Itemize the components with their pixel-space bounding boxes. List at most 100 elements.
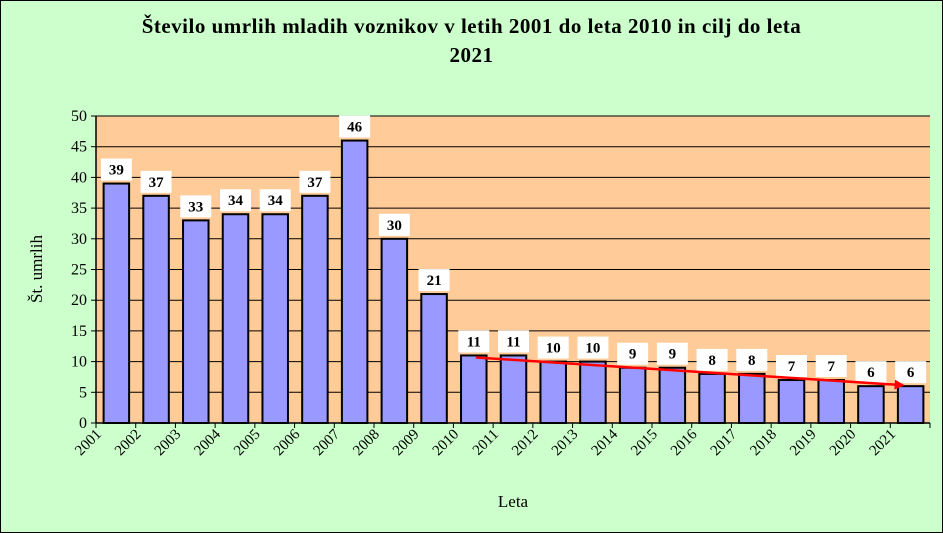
y-tick-label-35: 35 bbox=[71, 200, 87, 217]
x-axis-title: Leta bbox=[498, 492, 529, 511]
x-tick-label-2017: 2017 bbox=[708, 426, 741, 459]
bar-2009 bbox=[420, 293, 448, 424]
data-label-2019: 7 bbox=[827, 359, 835, 375]
bar-2019 bbox=[817, 379, 845, 424]
data-label-box-2016 bbox=[696, 348, 728, 371]
x-tick-label-2006: 2006 bbox=[271, 426, 304, 459]
trend-arrowhead bbox=[894, 379, 905, 390]
data-label-box-2019 bbox=[815, 355, 847, 378]
x-tick-label-2009: 2009 bbox=[390, 427, 423, 460]
chart-title-line2: 2021 bbox=[449, 43, 494, 67]
data-label-box-2017 bbox=[736, 348, 768, 371]
bar-2003 bbox=[182, 219, 210, 424]
data-label-2014: 9 bbox=[629, 347, 637, 363]
data-label-2008: 30 bbox=[387, 218, 402, 234]
x-tick-label-2004: 2004 bbox=[191, 426, 224, 459]
x-tick-label-2005: 2005 bbox=[231, 427, 264, 460]
data-label-2013: 10 bbox=[585, 341, 600, 357]
bar-2016 bbox=[698, 372, 726, 425]
data-label-box-2013 bbox=[577, 336, 609, 359]
x-tick-label-2021: 2021 bbox=[867, 427, 900, 460]
data-label-2005: 34 bbox=[268, 193, 284, 209]
data-label-2002: 37 bbox=[149, 175, 165, 191]
bar-2012 bbox=[539, 360, 567, 425]
y-tick-label-5: 5 bbox=[79, 384, 87, 401]
data-label-box-2005 bbox=[259, 189, 291, 212]
y-tick-label-40: 40 bbox=[71, 169, 87, 186]
bar-2018 bbox=[777, 379, 806, 424]
bar-2006 bbox=[301, 194, 329, 424]
data-label-2017: 8 bbox=[748, 353, 756, 369]
x-tick-label-2020: 2020 bbox=[827, 427, 860, 460]
x-tick-label-2003: 2003 bbox=[152, 427, 185, 460]
y-tick-label-0: 0 bbox=[79, 415, 87, 432]
x-tick-label-2002: 2002 bbox=[112, 427, 145, 460]
data-label-2001: 39 bbox=[109, 163, 124, 179]
bar-2021 bbox=[896, 385, 925, 425]
data-label-box-2009 bbox=[418, 269, 450, 292]
data-label-2020: 6 bbox=[867, 365, 875, 381]
data-label-box-2015 bbox=[656, 342, 688, 365]
x-tick-label-2014: 2014 bbox=[589, 426, 622, 459]
data-label-box-2011 bbox=[498, 330, 529, 353]
data-label-2016: 8 bbox=[708, 353, 716, 369]
trend-line bbox=[475, 356, 903, 387]
y-tick-label-20: 20 bbox=[71, 292, 87, 309]
bar-2017 bbox=[738, 372, 766, 425]
y-tick-label-25: 25 bbox=[71, 262, 87, 279]
data-label-2015: 9 bbox=[669, 347, 677, 363]
x-tick-label-2011: 2011 bbox=[470, 427, 502, 459]
bar-2020 bbox=[857, 385, 885, 425]
bar-2008 bbox=[380, 237, 409, 424]
data-label-2006: 37 bbox=[307, 175, 323, 191]
data-label-box-2010 bbox=[458, 330, 490, 353]
data-label-box-2001 bbox=[100, 158, 132, 181]
bar-2011 bbox=[499, 354, 528, 424]
x-tick-label-2018: 2018 bbox=[747, 427, 780, 460]
data-label-box-2018 bbox=[776, 355, 807, 378]
data-label-2009: 21 bbox=[427, 273, 442, 289]
chart-title-line1: Število umrlih mladih voznikov v letih 2… bbox=[141, 14, 802, 38]
x-tick-label-2016: 2016 bbox=[668, 426, 701, 459]
data-label-box-2007 bbox=[339, 115, 371, 138]
x-tick-label-2008: 2008 bbox=[350, 427, 383, 460]
data-label-2004: 34 bbox=[228, 193, 244, 209]
data-label-2003: 33 bbox=[188, 199, 203, 215]
bar-2005 bbox=[261, 213, 289, 424]
bar-2010 bbox=[460, 354, 488, 424]
bar-2015 bbox=[658, 366, 687, 424]
data-label-2007: 46 bbox=[347, 120, 363, 136]
chart-title: Število umrlih mladih voznikov v letih 2… bbox=[0, 12, 943, 70]
data-label-2010: 11 bbox=[467, 334, 481, 350]
data-label-2021: 6 bbox=[907, 365, 915, 381]
x-tick-label-2001: 2001 bbox=[72, 427, 105, 460]
bar-2007 bbox=[340, 139, 369, 424]
bar-2004 bbox=[221, 213, 250, 424]
y-tick-label-10: 10 bbox=[71, 354, 87, 371]
data-label-box-2021 bbox=[895, 361, 927, 384]
data-label-box-2002 bbox=[140, 170, 172, 193]
y-tick-label-30: 30 bbox=[71, 231, 87, 248]
bar-2014 bbox=[618, 366, 647, 424]
y-tick-label-15: 15 bbox=[71, 323, 87, 340]
x-tick-label-2010: 2010 bbox=[430, 427, 463, 460]
x-tick-label-2019: 2019 bbox=[787, 427, 820, 460]
data-label-box-2006 bbox=[299, 170, 331, 193]
data-label-2012: 10 bbox=[546, 341, 561, 357]
x-tick-label-2013: 2013 bbox=[549, 427, 582, 460]
data-label-box-2020 bbox=[855, 361, 887, 384]
bar-2013 bbox=[579, 360, 607, 425]
data-label-box-2004 bbox=[220, 189, 251, 212]
y-tick-label-45: 45 bbox=[71, 139, 87, 156]
y-tick-label-50: 50 bbox=[71, 108, 87, 125]
data-label-box-2003 bbox=[180, 195, 212, 218]
y-axis-title: Št. umrlih bbox=[27, 234, 46, 303]
data-label-box-2008 bbox=[378, 213, 410, 236]
bar-2001 bbox=[102, 182, 131, 424]
data-label-2011: 11 bbox=[506, 334, 520, 350]
x-tick-label-2007: 2007 bbox=[311, 426, 344, 459]
x-tick-label-2012: 2012 bbox=[509, 427, 542, 460]
bar-2002 bbox=[142, 194, 170, 424]
data-label-box-2014 bbox=[617, 342, 649, 365]
